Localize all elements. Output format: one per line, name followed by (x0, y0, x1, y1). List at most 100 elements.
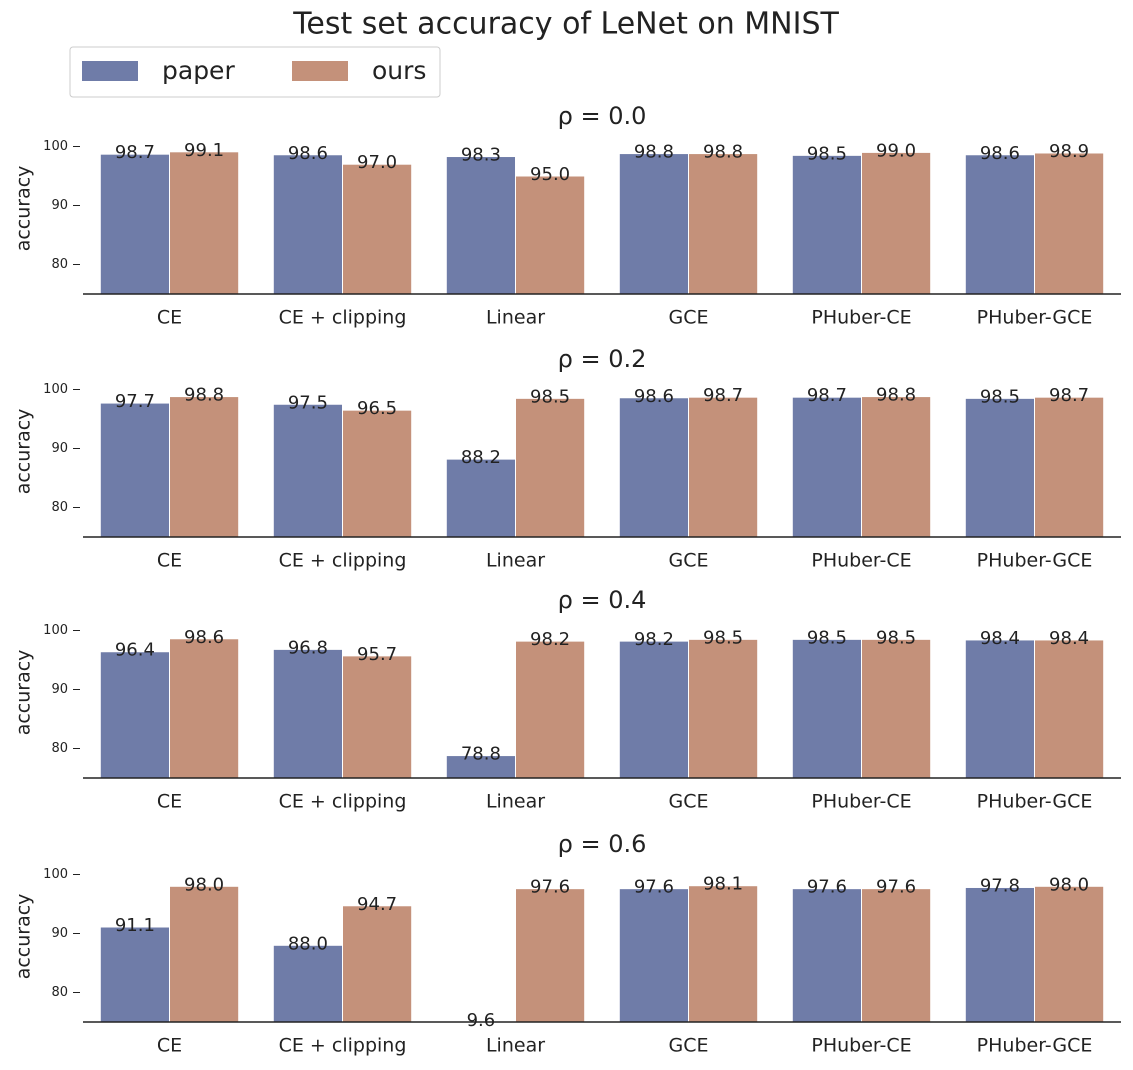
x-tick-label: GCE (669, 1035, 709, 1057)
legend-label: ours (372, 56, 426, 85)
value-label: 98.8 (876, 385, 916, 406)
bar (99, 651, 170, 779)
legend-box (69, 46, 441, 98)
x-tick-label: Linear (486, 307, 545, 329)
value-label: 91.1 (115, 915, 155, 936)
bar (272, 154, 343, 295)
y-tick-label: 80 (51, 741, 68, 756)
bar (1034, 396, 1105, 538)
x-tick-label: PHuber-GCE (977, 791, 1093, 813)
y-tick-label: 100 (43, 382, 68, 397)
x-tick-label: CE (157, 1035, 182, 1057)
x-tick-label: PHuber-CE (811, 791, 911, 813)
bar (964, 886, 1035, 1023)
bar (688, 396, 759, 538)
value-label: 98.5 (876, 627, 916, 648)
x-tick-label: GCE (669, 791, 709, 813)
subplot-title: ρ = 0.2 (558, 345, 647, 373)
bar (791, 888, 862, 1023)
value-label: 99.0 (876, 140, 916, 161)
bar (99, 402, 170, 538)
y-tick-label: 90 (51, 682, 68, 697)
y-axis-label: accuracy (13, 166, 35, 252)
value-label: 98.2 (530, 629, 570, 650)
y-tick-label: 90 (51, 926, 68, 941)
y-tick-label: 100 (43, 139, 68, 154)
subplot-title: ρ = 0.6 (558, 830, 647, 858)
value-label: 98.0 (184, 874, 224, 895)
bar (515, 888, 586, 1023)
bar (99, 153, 170, 295)
x-tick-label: CE + clipping (279, 550, 407, 572)
x-tick-label: CE (157, 550, 182, 572)
bar (515, 397, 586, 538)
bar (964, 397, 1035, 538)
bar (688, 638, 759, 779)
value-label: 97.8 (980, 875, 1020, 896)
value-label: 97.7 (115, 391, 155, 412)
x-tick-label: CE + clipping (279, 791, 407, 813)
x-tick-label: CE (157, 307, 182, 329)
bar (342, 163, 413, 295)
value-label: 98.7 (115, 142, 155, 163)
bar (618, 888, 689, 1023)
x-tick-label: PHuber-CE (811, 1035, 911, 1057)
value-label: 98.4 (1049, 628, 1089, 649)
bar (272, 403, 343, 538)
x-tick-label: PHuber-CE (811, 307, 911, 329)
value-label: 97.6 (634, 877, 674, 898)
x-tick-label: CE (157, 791, 182, 813)
value-label: 94.7 (357, 894, 397, 915)
legend-label: paper (162, 56, 235, 85)
bar (964, 154, 1035, 295)
bar (342, 409, 413, 538)
x-tick-label: Linear (486, 1035, 545, 1057)
value-label: 98.7 (1049, 385, 1089, 406)
subplot-title: ρ = 0.4 (558, 586, 647, 614)
value-label: 98.7 (703, 385, 743, 406)
value-label: 88.0 (288, 933, 328, 954)
x-tick-label: GCE (669, 550, 709, 572)
x-tick-label: CE + clipping (279, 1035, 407, 1057)
bar (1034, 639, 1105, 779)
bar (445, 156, 516, 295)
x-tick-label: Linear (486, 550, 545, 572)
bar (791, 638, 862, 779)
bar (861, 638, 932, 779)
bar (169, 885, 240, 1023)
value-label: 98.5 (530, 386, 570, 407)
bar (861, 888, 932, 1023)
bar (272, 648, 343, 779)
value-label: 96.4 (115, 640, 155, 661)
bar (1034, 152, 1105, 295)
value-label: 98.6 (634, 386, 674, 407)
bar (861, 396, 932, 538)
bar (688, 153, 759, 295)
value-label: 9.6 (467, 1010, 496, 1031)
value-label: 97.6 (807, 877, 847, 898)
value-label: 78.8 (461, 744, 501, 765)
value-label: 98.8 (634, 142, 674, 163)
bar (618, 397, 689, 538)
y-axis-label: accuracy (13, 650, 35, 736)
value-label: 98.5 (703, 627, 743, 648)
bar (169, 396, 240, 538)
y-tick-label: 80 (51, 500, 68, 515)
value-label: 95.7 (357, 644, 397, 665)
bar (618, 153, 689, 295)
legend-swatch (292, 61, 348, 81)
bar (861, 151, 932, 295)
bar (342, 905, 413, 1023)
value-label: 98.0 (1049, 874, 1089, 895)
x-tick-label: PHuber-GCE (977, 550, 1093, 572)
y-tick-label: 100 (43, 623, 68, 638)
bar (272, 944, 343, 1023)
value-label: 96.5 (357, 398, 397, 419)
bar (169, 151, 240, 295)
value-label: 98.2 (634, 629, 674, 650)
bar (169, 638, 240, 779)
value-label: 98.4 (980, 628, 1020, 649)
bar (964, 639, 1035, 779)
x-tick-label: PHuber-GCE (977, 1035, 1093, 1057)
